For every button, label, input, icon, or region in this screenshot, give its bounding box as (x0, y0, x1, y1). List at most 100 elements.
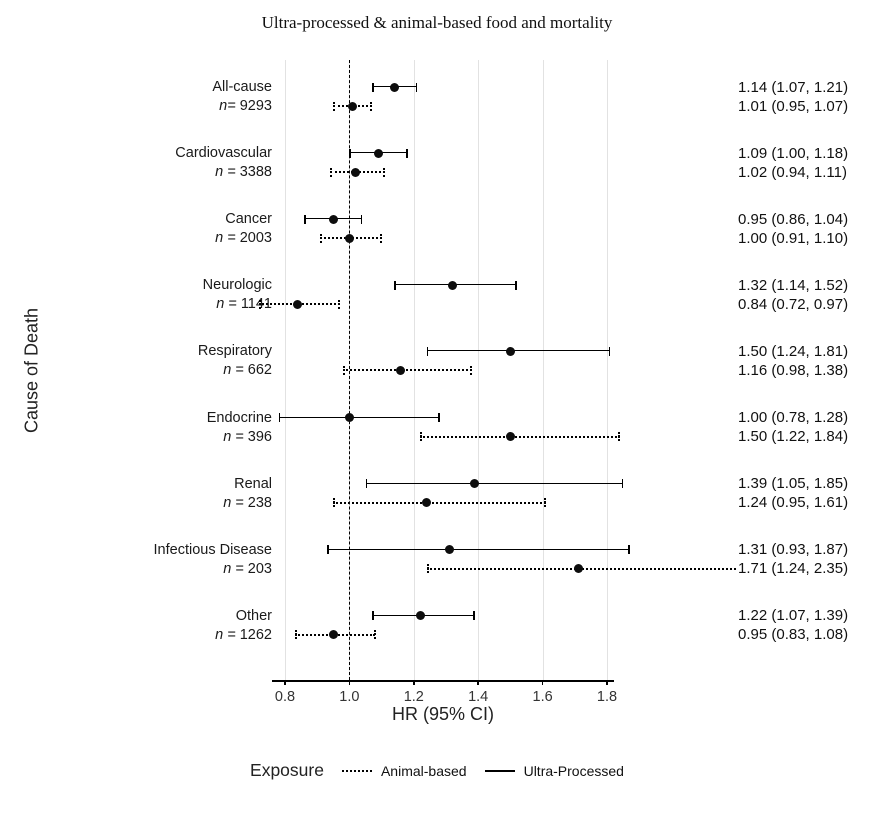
ultra-processed-ci-cap-low (278, 413, 281, 422)
n-count-label: n = 3388 (215, 164, 272, 181)
gridline (542, 60, 544, 680)
ultra-processed-estimate-point (470, 479, 480, 489)
ultra-processed-ci-line (326, 548, 630, 550)
x-tick-label: 1.0 (339, 689, 360, 705)
ultra-processed-ci-line (365, 482, 624, 484)
n-count-label: n = 396 (223, 428, 272, 445)
x-axis-tick (348, 680, 351, 685)
x-axis-label: HR (95% CI) (391, 704, 494, 724)
x-tick-label: 1.6 (532, 689, 553, 705)
ultra-processed-ci-line (426, 350, 611, 352)
legend-item-label: Ultra-Processed (523, 762, 624, 779)
hr-value-animal-based: 1.71 (1.24, 2.35) (737, 559, 849, 579)
hr-value-ultra-processed: 1.09 (1.00, 1.18) (737, 143, 849, 163)
x-tick-label: 0.8 (274, 689, 296, 705)
hr-value-ultra-processed: 0.95 (0.86, 1.04) (737, 209, 849, 229)
animal-based-estimate-point (396, 365, 406, 375)
animal-based-ci-cap-low (333, 498, 336, 508)
x-axis-line (272, 680, 614, 682)
solid-line-icon (484, 769, 515, 772)
animal-based-estimate-point (505, 432, 515, 441)
ultra-processed-estimate-point (447, 280, 457, 290)
gridline (285, 60, 286, 680)
ultra-processed-ci-cap-low (426, 346, 429, 356)
hr-value-ultra-processed: 1.00 (0.78, 1.28) (737, 408, 849, 427)
cause-label: Respiratory (197, 343, 272, 360)
ultra-processed-ci-cap-high (415, 82, 418, 92)
animal-based-ci-cap-high (380, 233, 383, 243)
hr-value-ultra-processed: 1.31 (0.93, 1.87) (737, 540, 849, 560)
cause-label: Cancer (225, 211, 272, 228)
cause-label: Endocrine (206, 409, 272, 426)
x-axis-tick (413, 680, 415, 685)
ultra-processed-estimate-point (344, 413, 354, 422)
x-tick-label: 1.2 (403, 689, 424, 705)
hr-value-animal-based: 1.24 (0.95, 1.61) (737, 493, 849, 513)
animal-based-ci-line (342, 369, 472, 372)
hr-value-ultra-processed: 1.32 (1.14, 1.52) (737, 275, 849, 295)
hr-value-animal-based: 1.00 (0.91, 1.10) (737, 228, 849, 248)
ultra-processed-ci-cap-high (621, 479, 624, 489)
cause-label: All-cause (212, 79, 272, 95)
animal-based-ci-cap-high (373, 630, 376, 640)
ultra-processed-ci-cap-low (371, 82, 374, 92)
x-tick-label: 1.8 (596, 689, 618, 705)
animal-based-estimate-point (328, 630, 338, 640)
cause-label: Neurologic (202, 277, 272, 294)
x-axis-tick (541, 680, 544, 685)
ultra-processed-ci-cap-low (326, 545, 329, 555)
animal-based-ci-cap-low (320, 233, 323, 243)
n-count-label: n = 1141 (216, 296, 272, 313)
n-count-label: n = 203 (223, 560, 272, 577)
n-count-label: n = 2003 (215, 230, 272, 247)
legend-title: Exposure (250, 760, 324, 780)
hr-value-animal-based: 1.02 (0.94, 1.11) (737, 162, 847, 182)
animal-based-estimate-point (344, 233, 354, 243)
animal-based-ci-cap-low (259, 299, 262, 309)
cause-label: Infectious Disease (153, 541, 272, 558)
ultra-processed-estimate-point (389, 82, 399, 92)
ultra-processed-ci-cap-high (608, 346, 611, 356)
animal-based-ci-cap-high (383, 167, 386, 177)
animal-based-ci-cap-high (618, 432, 621, 441)
animal-based-ci-cap-low (330, 167, 333, 177)
animal-based-ci-line (333, 501, 546, 504)
gridline (607, 60, 608, 680)
n-count-label: n= 9293 (219, 98, 272, 114)
hr-value-ultra-processed: 1.22 (1.07, 1.39) (737, 606, 849, 626)
animal-based-ci-cap-high (470, 365, 473, 375)
n-count-label: n = 238 (223, 494, 272, 511)
animal-based-ci-cap-low (426, 564, 429, 574)
legend: Exposure Animal-based Ultra-Processed (0, 760, 874, 781)
ultra-processed-ci-cap-low (365, 479, 368, 489)
cause-label: Renal (234, 475, 272, 492)
animal-based-ci-cap-low (294, 630, 297, 640)
ultra-processed-ci-cap-low (349, 148, 352, 158)
ultra-processed-ci-cap-high (438, 413, 440, 422)
x-tick-label: 1.4 (468, 689, 489, 705)
legend-item-animal-based: Animal-based (341, 762, 467, 779)
ultra-processed-estimate-point (415, 611, 425, 621)
ultra-processed-ci-cap-low (371, 611, 374, 621)
x-axis-tick (284, 680, 286, 685)
hr-value-animal-based: 0.84 (0.72, 0.97) (737, 294, 849, 314)
ultra-processed-ci-line (278, 416, 440, 418)
chart-title: Ultra-processed & animal-based food and … (261, 13, 613, 32)
animal-based-ci-cap-high (370, 101, 373, 111)
ultra-processed-ci-cap-low (304, 214, 306, 224)
dotted-line-icon (341, 769, 372, 772)
ultra-processed-estimate-point (373, 148, 383, 158)
hr-value-ultra-processed: 1.39 (1.05, 1.85) (737, 474, 849, 494)
animal-based-estimate-point (348, 101, 358, 111)
hr-value-animal-based: 0.95 (0.83, 1.08) (737, 625, 849, 645)
hr-value-animal-based: 1.50 (1.22, 1.84) (737, 427, 849, 446)
animal-based-ci-cap-low (342, 365, 345, 375)
animal-based-ci-cap-low (333, 101, 336, 111)
hr-value-ultra-processed: 1.14 (1.07, 1.21) (737, 77, 849, 97)
n-count-label: n = 1262 (215, 626, 272, 643)
legend-item-label: Animal-based (380, 762, 467, 779)
ultra-processed-ci-cap-high (628, 545, 630, 555)
animal-based-ci-line (420, 435, 620, 438)
